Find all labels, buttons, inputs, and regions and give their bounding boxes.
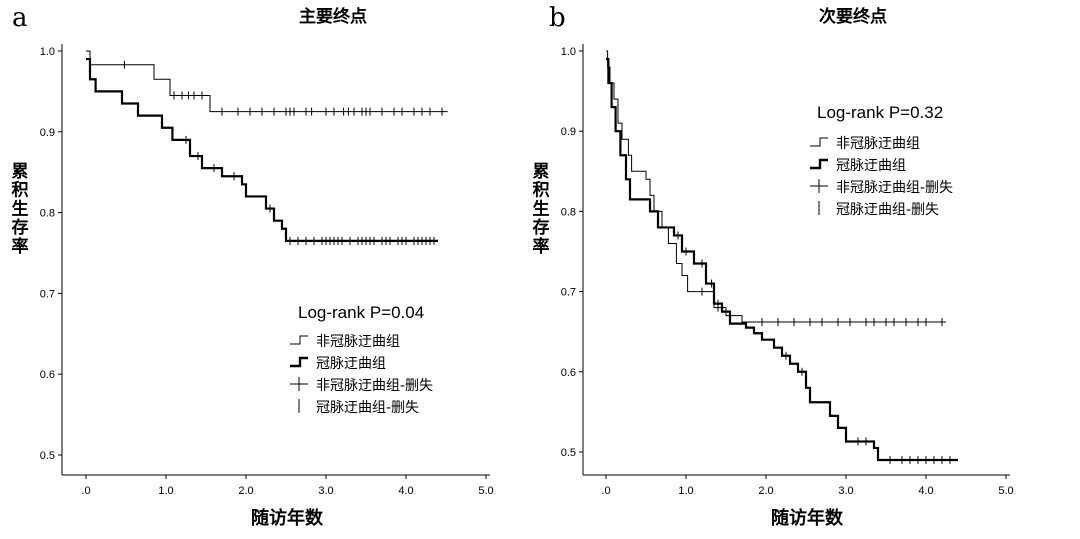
panel-label: a <box>12 3 28 33</box>
x-tick-label: 3.0 <box>318 485 333 497</box>
y-tick-label: 0.7 <box>40 288 55 300</box>
y-axis-label-char: 存 <box>12 217 29 238</box>
y-tick-label: 0.9 <box>561 126 576 138</box>
x-axis-label: 随访年数 <box>251 507 324 529</box>
x-tick-label: 4.0 <box>398 485 413 497</box>
legend-symbol-thick-step <box>290 356 308 368</box>
y-tick-label: 0.8 <box>40 208 55 220</box>
y-axis-label-char: 存 <box>533 217 550 238</box>
y-axis-label-char: 生 <box>12 198 29 219</box>
y-axis-label-char: 积 <box>533 181 550 201</box>
y-tick-label: 0.8 <box>561 206 576 218</box>
y-tick-label: 0.5 <box>561 447 576 459</box>
y-axis-label-char: 积 <box>12 181 29 201</box>
panel-label: b <box>549 3 566 33</box>
x-tick-label: 5.0 <box>998 485 1013 497</box>
y-tick-label: 0.7 <box>561 287 576 299</box>
y-axis-label-char: 生 <box>533 198 550 219</box>
legend-symbol-thick-step <box>810 158 828 170</box>
series-line-1 <box>606 50 946 323</box>
series-line-1 <box>86 50 448 113</box>
legend-symbol-thin-step <box>290 335 308 345</box>
y-axis-label: 累积生存率 <box>12 162 29 257</box>
x-tick-label: .0 <box>81 485 90 497</box>
series-line-2 <box>606 57 958 462</box>
y-axis-label: 累积生存率 <box>533 162 550 257</box>
y-axis-label-char: 率 <box>533 236 550 257</box>
legend-label: 非冠脉迂曲组-删失 <box>316 378 433 394</box>
y-tick-label: 0.6 <box>40 369 55 381</box>
legend-label: 冠脉迂曲组 <box>316 356 386 372</box>
series-line-2 <box>86 57 438 242</box>
y-axis-label-char: 累 <box>12 162 29 182</box>
x-tick-label: 4.0 <box>918 485 933 497</box>
log-rank-annotation: Log-rank P=0.32 <box>817 103 943 122</box>
y-tick-label: 1.0 <box>561 46 576 58</box>
legend-symbol-thin-step <box>810 137 828 147</box>
chart-panel-a: a 主要终点 1.0 0.9 0.8 0.7 0.6 0.5 .0 1.0 2.0 3.0 4.0 5.0… <box>12 3 494 529</box>
log-rank-annotation: Log-rank P=0.04 <box>298 303 424 322</box>
y-tick-label: 1.0 <box>40 46 55 58</box>
x-tick-label: 2.0 <box>238 485 253 497</box>
y-axis-label-char: 率 <box>12 236 29 257</box>
chart-panel-b: b 次要终点 1.0 0.9 0.8 0.7 0.6 0.5 .0 1.0 2.0 3.0 4.0 5.0… <box>533 3 1014 529</box>
legend-label: 冠脉迂曲组 <box>836 158 906 174</box>
chart-title: 次要终点 <box>819 6 887 27</box>
y-tick-label: 0.5 <box>40 450 55 462</box>
y-axis-label-char: 累 <box>533 162 550 182</box>
x-tick-label: 1.0 <box>678 485 693 497</box>
y-tick-label: 0.9 <box>40 127 55 139</box>
x-tick-label: 5.0 <box>478 485 493 497</box>
legend-label: 冠脉迂曲组-删失 <box>316 400 419 416</box>
x-tick-label: 2.0 <box>758 485 773 497</box>
legend-label: 非冠脉迂曲组 <box>836 136 920 152</box>
x-tick-label: 3.0 <box>838 485 853 497</box>
x-tick-label: .0 <box>601 485 610 497</box>
x-tick-label: 1.0 <box>158 485 173 497</box>
legend-label: 非冠脉迂曲组-删失 <box>836 180 953 196</box>
y-tick-label: 0.6 <box>561 367 576 379</box>
legend-label: 非冠脉迂曲组 <box>316 334 400 350</box>
x-axis-label: 随访年数 <box>771 507 844 529</box>
chart-title: 主要终点 <box>299 6 367 27</box>
legend-label: 冠脉迂曲组-删失 <box>836 202 939 218</box>
